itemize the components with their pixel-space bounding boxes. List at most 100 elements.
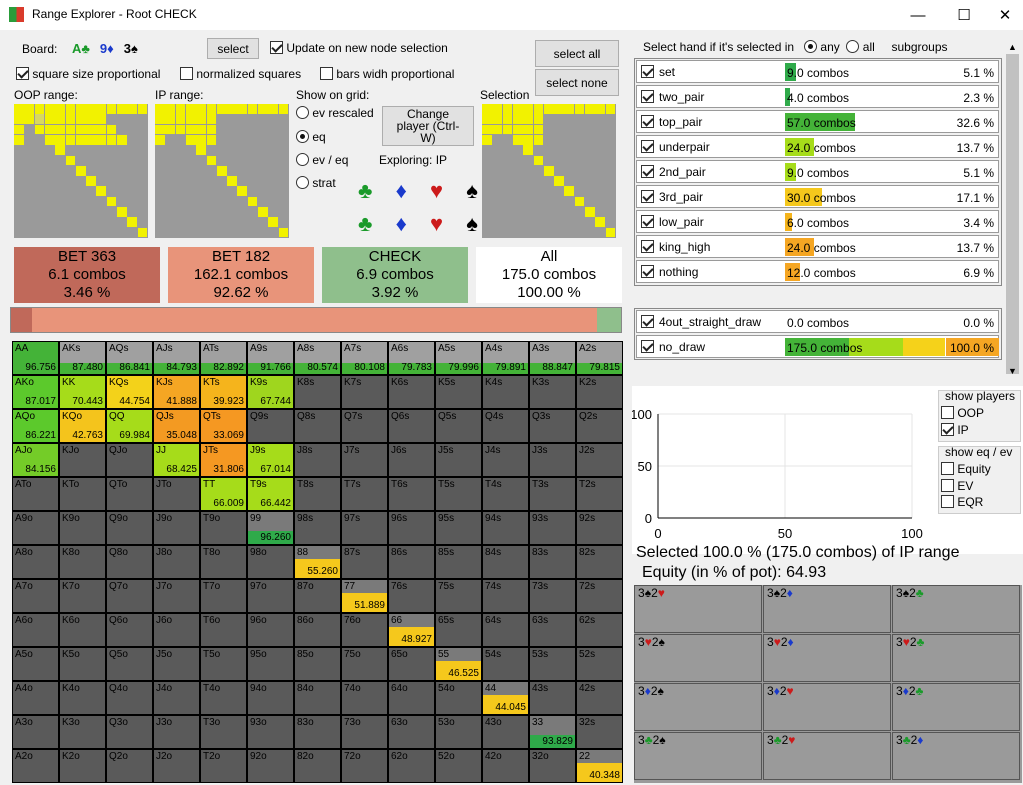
- hand-cell-63s[interactable]: 63s: [529, 613, 576, 647]
- hand-cell-Q3s[interactable]: Q3s: [529, 409, 576, 443]
- hand-cell-87s[interactable]: 87s: [341, 545, 388, 579]
- subgroup-row-nothing[interactable]: nothing 12.0 combos 6.9 %: [636, 260, 999, 283]
- hand-cell-T7s[interactable]: T7s: [341, 477, 388, 511]
- hand-cell-A8o[interactable]: A8o: [12, 545, 59, 579]
- hand-cell-A5o[interactable]: A5o: [12, 647, 59, 681]
- hand-cell-84s[interactable]: 84s: [482, 545, 529, 579]
- club-icon[interactable]: ♣: [358, 178, 373, 203]
- hand-cell-62s[interactable]: 62s: [576, 613, 623, 647]
- hand-cell-T5o[interactable]: T5o: [200, 647, 247, 681]
- hand-cell-96o[interactable]: 96o: [247, 613, 294, 647]
- hand-cell-AA[interactable]: AA 96.756: [12, 341, 59, 375]
- combo-cell[interactable]: 3♥2♦: [763, 634, 891, 682]
- hand-cell-T9o[interactable]: T9o: [200, 511, 247, 545]
- hand-cell-J5s[interactable]: J5s: [435, 443, 482, 477]
- eqr-toggle-box[interactable]: [941, 495, 954, 508]
- hand-cell-T8s[interactable]: T8s: [294, 477, 341, 511]
- hand-cell-96s[interactable]: 96s: [388, 511, 435, 545]
- hand-cell-44[interactable]: 44 44.045: [482, 681, 529, 715]
- hand-cell-55[interactable]: 55 46.525: [435, 647, 482, 681]
- combo-cell[interactable]: 3♠2♥: [634, 585, 762, 633]
- hand-cell-AQo[interactable]: AQo 86.221: [12, 409, 59, 443]
- radio-ev-eq[interactable]: ev / eq: [296, 153, 348, 167]
- subgroup-row-no_draw[interactable]: no_draw 175.0 combos 100.0 %: [636, 335, 999, 358]
- combo-cell[interactable]: 3♣2♠: [634, 732, 762, 780]
- scroll-thumb[interactable]: [1006, 54, 1019, 374]
- normalized-checkbox[interactable]: normalized squares: [180, 67, 301, 81]
- hand-cell-A8s[interactable]: A8s 80.574: [294, 341, 341, 375]
- equity-toggle-box[interactable]: [941, 462, 954, 475]
- subgroup-row-2nd_pair[interactable]: 2nd_pair 9.0 combos 5.1 %: [636, 160, 999, 183]
- hand-cell-J6o[interactable]: J6o: [153, 613, 200, 647]
- change-player-button[interactable]: Change player (Ctrl-W): [382, 106, 474, 146]
- hand-cell-A6o[interactable]: A6o: [12, 613, 59, 647]
- subgroup-checkbox[interactable]: [641, 265, 654, 278]
- radio-strat-dot[interactable]: [296, 176, 309, 189]
- square-size-checkbox[interactable]: square size proportional: [16, 67, 160, 81]
- square-size-box[interactable]: [16, 67, 29, 80]
- scroll-down-icon[interactable]: ▼: [1008, 366, 1017, 376]
- hand-cell-K6o[interactable]: K6o: [59, 613, 106, 647]
- subgroup-checkbox[interactable]: [641, 165, 654, 178]
- hand-cell-Q9o[interactable]: Q9o: [106, 511, 153, 545]
- hand-cell-A6s[interactable]: A6s 79.783: [388, 341, 435, 375]
- hand-cell-86o[interactable]: 86o: [294, 613, 341, 647]
- hand-cell-22[interactable]: 22 40.348: [576, 749, 623, 783]
- hand-cell-T4s[interactable]: T4s: [482, 477, 529, 511]
- hand-cell-A3s[interactable]: A3s 88.847: [529, 341, 576, 375]
- hand-cell-66[interactable]: 66 48.927: [388, 613, 435, 647]
- hand-cell-75s[interactable]: 75s: [435, 579, 482, 613]
- hand-cell-QTs[interactable]: QTs 33.069: [200, 409, 247, 443]
- equity-toggle[interactable]: Equity: [941, 462, 991, 476]
- hand-cell-97s[interactable]: 97s: [341, 511, 388, 545]
- action-summary-bet-182[interactable]: BET 182 162.1 combos 92.62 %: [168, 247, 314, 303]
- hand-cell-JJ[interactable]: JJ 68.425: [153, 443, 200, 477]
- hand-cell-K2s[interactable]: K2s: [576, 375, 623, 409]
- hand-cell-Q6o[interactable]: Q6o: [106, 613, 153, 647]
- oop-toggle[interactable]: OOP: [941, 406, 984, 420]
- combo-cell[interactable]: 3♦2♣: [892, 683, 1020, 731]
- combo-cell[interactable]: 3♠2♦: [763, 585, 891, 633]
- hand-cell-Q4o[interactable]: Q4o: [106, 681, 153, 715]
- suit-filter-row-2[interactable]: ♣ ♦ ♥ ♠: [358, 211, 478, 237]
- hand-cell-83o[interactable]: 83o: [294, 715, 341, 749]
- hand-cell-J5o[interactable]: J5o: [153, 647, 200, 681]
- hand-cell-QJs[interactable]: QJs 35.048: [153, 409, 200, 443]
- hand-cell-ATs[interactable]: ATs 82.892: [200, 341, 247, 375]
- normalized-box[interactable]: [180, 67, 193, 80]
- hand-cell-65o[interactable]: 65o: [388, 647, 435, 681]
- hand-cell-T6o[interactable]: T6o: [200, 613, 247, 647]
- combo-cell[interactable]: 3♦2♠: [634, 683, 762, 731]
- hand-cell-42o[interactable]: 42o: [482, 749, 529, 783]
- hand-cell-64s[interactable]: 64s: [482, 613, 529, 647]
- title-bar[interactable]: Range Explorer - Root CHECK — ☐ ✕: [0, 0, 1023, 30]
- hand-cell-Q8o[interactable]: Q8o: [106, 545, 153, 579]
- hand-cell-95o[interactable]: 95o: [247, 647, 294, 681]
- hand-cell-K8s[interactable]: K8s: [294, 375, 341, 409]
- hand-cell-KTo[interactable]: KTo: [59, 477, 106, 511]
- subgroup-checkbox[interactable]: [641, 90, 654, 103]
- hand-cell-A2o[interactable]: A2o: [12, 749, 59, 783]
- hand-cell-K5o[interactable]: K5o: [59, 647, 106, 681]
- hand-cell-83s[interactable]: 83s: [529, 545, 576, 579]
- hand-cell-K7o[interactable]: K7o: [59, 579, 106, 613]
- hand-cell-J7s[interactable]: J7s: [341, 443, 388, 477]
- hand-cell-KJo[interactable]: KJo: [59, 443, 106, 477]
- hand-cell-K9s[interactable]: K9s 67.744: [247, 375, 294, 409]
- hand-cell-T8o[interactable]: T8o: [200, 545, 247, 579]
- hand-cell-J6s[interactable]: J6s: [388, 443, 435, 477]
- combo-cell[interactable]: 3♠2♣: [892, 585, 1020, 633]
- hand-cell-Q9s[interactable]: Q9s: [247, 409, 294, 443]
- radio-ev-rescaled[interactable]: ev rescaled: [296, 106, 374, 120]
- hand-cell-J2o[interactable]: J2o: [153, 749, 200, 783]
- list-scrollbar[interactable]: ▲ ▼: [1004, 36, 1021, 380]
- hand-cell-93o[interactable]: 93o: [247, 715, 294, 749]
- hand-cell-95s[interactable]: 95s: [435, 511, 482, 545]
- heart-icon[interactable]: ♥: [430, 178, 444, 203]
- subgroup-checkbox[interactable]: [641, 215, 654, 228]
- hand-cell-52o[interactable]: 52o: [435, 749, 482, 783]
- combo-cell[interactable]: 3♥2♠: [634, 634, 762, 682]
- hand-cell-72o[interactable]: 72o: [341, 749, 388, 783]
- hand-cell-93s[interactable]: 93s: [529, 511, 576, 545]
- hand-cell-K2o[interactable]: K2o: [59, 749, 106, 783]
